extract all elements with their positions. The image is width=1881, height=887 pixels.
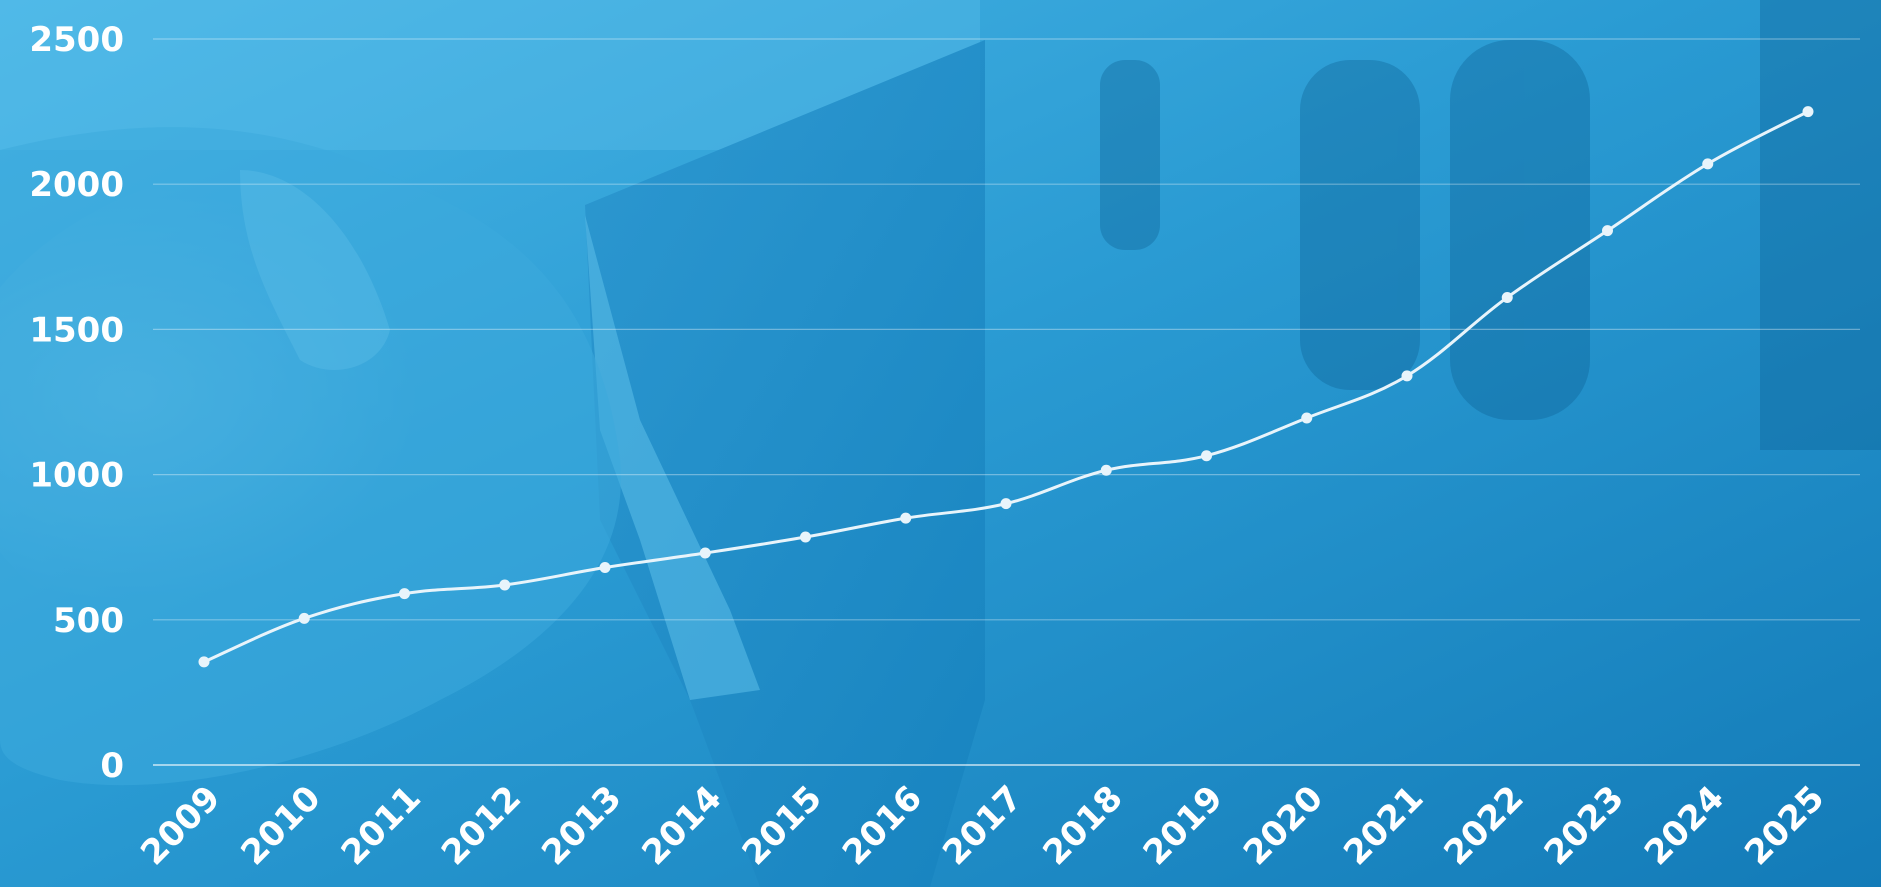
data-point-2019	[1201, 450, 1212, 462]
y-tick-label: 0	[100, 746, 124, 786]
data-point-2021	[1401, 370, 1413, 382]
x-tick-label: 2016	[835, 778, 930, 873]
x-tick-label: 2019	[1136, 778, 1231, 873]
data-point-2015	[800, 531, 811, 543]
gridlines	[153, 38, 1860, 766]
y-axis-tick-labels: 0 500 1000 1500 2000 2500	[29, 20, 124, 786]
x-tick-label: 2021	[1336, 778, 1431, 873]
data-point-2016	[900, 512, 912, 524]
x-tick-label: 2025	[1737, 778, 1832, 873]
x-tick-label: 2012	[434, 778, 529, 873]
series-line	[202, 110, 1810, 664]
x-tick-label: 2011	[334, 778, 429, 873]
x-tick-label: 2024	[1637, 778, 1732, 873]
data-point-2022	[1501, 291, 1513, 303]
data-point-2011	[399, 588, 410, 600]
y-tick-label: 500	[53, 601, 124, 641]
data-point-2024	[1702, 158, 1714, 170]
x-tick-label: 2017	[935, 778, 1030, 873]
x-tick-label: 2013	[534, 778, 629, 873]
data-point-2017	[1000, 498, 1012, 510]
data-point-2010	[298, 612, 310, 624]
data-point-2018	[1100, 464, 1112, 476]
data-point-2014	[699, 547, 711, 559]
x-tick-label: 2010	[233, 778, 328, 873]
x-tick-label: 2018	[1035, 778, 1130, 873]
x-tick-label: 2023	[1537, 778, 1632, 873]
x-tick-label: 2022	[1436, 778, 1531, 873]
data-points	[198, 106, 1814, 668]
y-tick-label: 1000	[29, 456, 124, 496]
data-point-2025	[1802, 106, 1814, 118]
x-tick-label: 2015	[735, 778, 830, 873]
data-point-2013	[599, 562, 611, 574]
x-tick-label: 2020	[1236, 778, 1331, 873]
y-tick-label: 2000	[29, 165, 124, 205]
y-tick-label: 2500	[29, 20, 124, 60]
data-point-2020	[1301, 412, 1313, 424]
x-tick-label: 2014	[634, 778, 729, 873]
data-point-2012	[499, 579, 511, 591]
y-tick-label: 1500	[29, 310, 124, 350]
x-tick-label: 2009	[133, 778, 228, 873]
data-point-2023	[1602, 225, 1613, 237]
x-axis-tick-labels: 2009 2010 2011 2012 2013 2014 2015 2016 2017 2018…	[133, 778, 1832, 873]
data-point-2009	[198, 656, 210, 668]
